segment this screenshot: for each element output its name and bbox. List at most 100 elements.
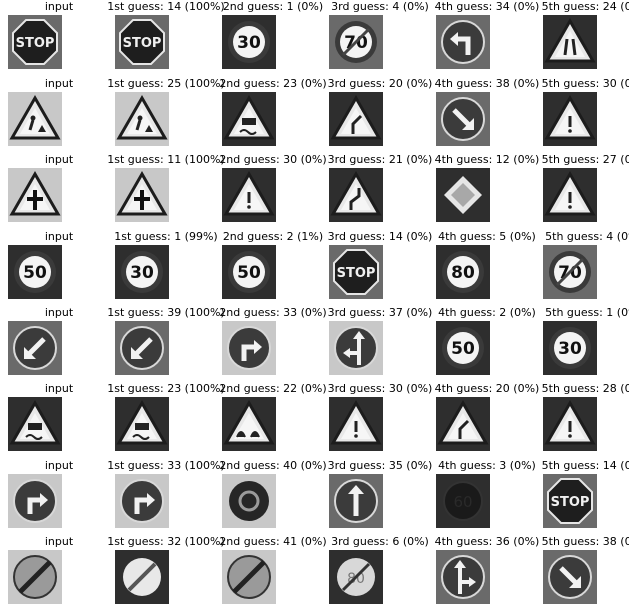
- keep-right-icon: [543, 550, 597, 604]
- roundabout-icon: [222, 474, 276, 528]
- straight-or-left-icon: [329, 321, 383, 375]
- row-1-guess-2-cell: 2nd guess: 1 (0%) 30: [220, 0, 326, 76]
- svg-text:30: 30: [130, 263, 154, 283]
- road-narrows-icon: [543, 15, 597, 69]
- stop-sign-icon: STOP: [329, 245, 383, 299]
- svg-text:30: 30: [558, 339, 582, 359]
- guess-label: 2nd guess: 22 (0%): [219, 382, 327, 395]
- row-1-guess-5-cell: 5th guess: 24 (0%): [541, 0, 629, 76]
- row-4-guess-2-cell: 2nd guess: 2 (1%) 50: [220, 230, 326, 306]
- row-2-input-cell: input: [6, 77, 112, 153]
- row-7-guess-3-cell: 3rd guess: 35 (0%): [327, 459, 433, 535]
- row-3-guess-4-cell: 4th guess: 12 (0%): [434, 153, 540, 229]
- row-6-guess-2-cell: 2nd guess: 22 (0%): [219, 382, 327, 458]
- guess-label: 4th guess: 12 (0%): [434, 153, 540, 166]
- end-no-passing-icon: [8, 550, 62, 604]
- turn-right-ahead-icon: [222, 321, 276, 375]
- guess-label: 4th guess: 34 (0%): [434, 0, 540, 13]
- slippery-road-icon: [8, 397, 62, 451]
- row-8-guess-2-cell: 2nd guess: 41 (0%): [219, 535, 327, 611]
- guess-label: 4th guess: 20 (0%): [434, 382, 540, 395]
- speed-limit-60-icon: 60: [436, 474, 490, 528]
- row-6-guess-5-cell: 5th guess: 28 (0%): [541, 382, 629, 458]
- row-8-guess-3-cell: 3rd guess: 6 (0%) 80: [327, 535, 433, 611]
- row-4-guess-5-cell: 5th guess: 4 (0%) 70: [541, 230, 629, 306]
- svg-text:STOP: STOP: [337, 266, 376, 281]
- guess-label: 2nd guess: 33 (0%): [219, 306, 327, 319]
- guess-label: 4th guess: 36 (0%): [434, 535, 540, 548]
- guess-label: 2nd guess: 2 (1%): [222, 230, 324, 243]
- guess-label: 5th guess: 28 (0%): [541, 382, 629, 395]
- stop-sign-icon: STOP: [543, 474, 597, 528]
- row-7-guess-2-cell: 2nd guess: 40 (0%): [219, 459, 327, 535]
- guess-label: 3rd guess: 35 (0%): [327, 459, 433, 472]
- speed-limit-30-icon: 30: [115, 245, 169, 299]
- row-5-guess-4-cell: 4th guess: 2 (0%) 50: [434, 306, 540, 382]
- row-6-guess-1-cell: 1st guess: 23 (100%): [107, 382, 225, 458]
- row-2-guess-4-cell: 4th guess: 38 (0%): [434, 77, 540, 153]
- input-label: input: [44, 77, 74, 90]
- slippery-road-icon: [115, 397, 169, 451]
- dangerous-curve-icon: [436, 397, 490, 451]
- guess-label: 3rd guess: 14 (0%): [327, 230, 433, 243]
- guess-label: 3rd guess: 21 (0%): [327, 153, 433, 166]
- guess-label: 5th guess: 4 (0%): [545, 230, 629, 243]
- row-7-guess-1-cell: 1st guess: 33 (100%): [107, 459, 225, 535]
- input-label: input: [44, 153, 74, 166]
- priority-road-icon: [436, 168, 490, 222]
- guess-label: 3rd guess: 4 (0%): [331, 0, 429, 13]
- turn-left-ahead-icon: [436, 15, 490, 69]
- row-8-guess-1-cell: 1st guess: 32 (100%): [107, 535, 225, 611]
- svg-text:80: 80: [451, 263, 475, 283]
- guess-label: 2nd guess: 41 (0%): [219, 535, 327, 548]
- row-5-guess-5-cell: 5th guess: 1 (0%) 30: [541, 306, 629, 382]
- row-8-guess-4-cell: 4th guess: 36 (0%): [434, 535, 540, 611]
- warning-triangle-icon: [222, 168, 276, 222]
- warning-triangle-icon: [543, 92, 597, 146]
- end-speed-limit-icon: 80: [329, 550, 383, 604]
- input-label: input: [44, 0, 74, 13]
- straight-or-right-icon: [436, 550, 490, 604]
- bumpy-road-icon: [222, 397, 276, 451]
- svg-text:50: 50: [451, 339, 475, 359]
- row-4-guess-3-cell: 3rd guess: 14 (0%) STOP: [327, 230, 433, 306]
- end-of-limits-icon: [115, 550, 169, 604]
- row-8-guess-5-cell: 5th guess: 38 (0%): [541, 535, 629, 611]
- row-3-guess-5-cell: 5th guess: 27 (0%): [541, 153, 629, 229]
- row-7-input-cell: input: [6, 459, 112, 535]
- row-7-guess-5-cell: 5th guess: 14 (0%) STOP: [541, 459, 629, 535]
- speed-limit-30-icon: 30: [543, 321, 597, 375]
- guess-label: 5th guess: 30 (0%): [541, 77, 629, 90]
- guess-label: 1st guess: 1 (99%): [114, 230, 218, 243]
- row-1-input-cell: input STOP: [6, 0, 112, 76]
- guess-label: 2nd guess: 23 (0%): [219, 77, 327, 90]
- input-label: input: [44, 230, 74, 243]
- speed-limit-70-icon: 70: [329, 15, 383, 69]
- row-8-input-cell: input: [6, 535, 112, 611]
- warning-triangle-icon: [543, 168, 597, 222]
- keep-right-icon: [436, 92, 490, 146]
- row-5-guess-3-cell: 3rd guess: 37 (0%): [327, 306, 433, 382]
- guess-label: 5th guess: 24 (0%): [541, 0, 629, 13]
- row-3-guess-1-cell: 1st guess: 11 (100%): [107, 153, 225, 229]
- row-7-guess-4-cell: 4th guess: 3 (0%) 60: [434, 459, 540, 535]
- guess-label: 4th guess: 3 (0%): [438, 459, 536, 472]
- row-3-guess-2-cell: 2nd guess: 30 (0%): [219, 153, 327, 229]
- guess-label: 2nd guess: 40 (0%): [219, 459, 327, 472]
- row-4-input-cell: input 50: [6, 230, 112, 306]
- row-2-guess-3-cell: 3rd guess: 20 (0%): [327, 77, 433, 153]
- guess-label: 3rd guess: 6 (0%): [331, 535, 429, 548]
- guess-label: 5th guess: 1 (0%): [545, 306, 629, 319]
- guess-label: 1st guess: 14 (100%): [107, 0, 225, 13]
- double-curve-icon: [329, 168, 383, 222]
- warning-triangle-icon: [543, 397, 597, 451]
- end-no-passing-icon: [222, 550, 276, 604]
- row-5-guess-2-cell: 2nd guess: 33 (0%): [219, 306, 327, 382]
- guess-label: 1st guess: 25 (100%): [107, 77, 225, 90]
- row-5-input-cell: input: [6, 306, 112, 382]
- ahead-only-icon: [329, 474, 383, 528]
- guess-label: 1st guess: 11 (100%): [107, 153, 225, 166]
- turn-right-ahead-icon: [115, 474, 169, 528]
- guess-label: 5th guess: 38 (0%): [541, 535, 629, 548]
